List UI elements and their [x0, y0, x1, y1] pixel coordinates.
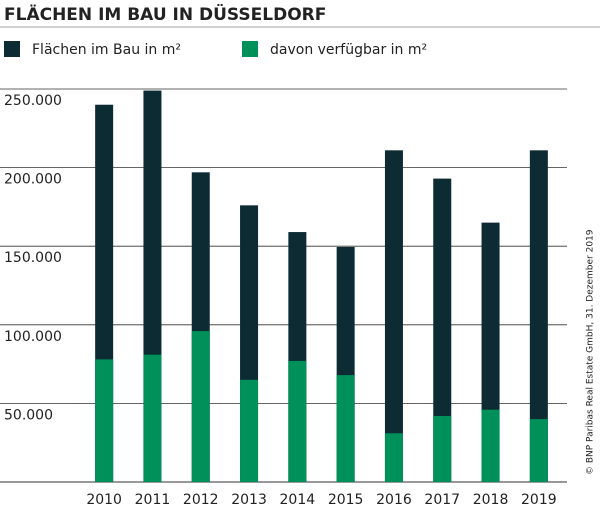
- bar: [384, 150, 403, 483]
- y-tick-label: 100.000: [4, 329, 62, 345]
- x-tick-label: 2011: [135, 492, 171, 508]
- bar: [143, 354, 162, 482]
- bar: [191, 331, 210, 482]
- bar: [529, 150, 548, 483]
- legend-label: davon verfügbar in m²: [270, 42, 427, 58]
- legend-swatch: [242, 41, 258, 57]
- bar: [336, 375, 355, 482]
- y-tick-label: 50.000: [4, 407, 53, 423]
- x-tick-label: 2012: [183, 492, 219, 508]
- bar: [481, 409, 500, 482]
- legend-swatch: [4, 41, 20, 57]
- bar: [433, 178, 452, 482]
- y-tick-label: 150.000: [4, 250, 62, 266]
- x-tick-label: 2015: [328, 492, 364, 508]
- x-tick-label: 2018: [473, 492, 509, 508]
- bar: [529, 419, 548, 482]
- bar: [384, 433, 403, 482]
- x-tick-label: 2019: [521, 492, 557, 508]
- y-tick-label: 250.000: [4, 93, 62, 109]
- y-tick-label: 200.000: [4, 172, 62, 188]
- bar: [95, 359, 114, 482]
- bar: [433, 415, 452, 482]
- legend-label: Flächen im Bau in m²: [32, 42, 181, 58]
- source-note: © BNP Paribas Real Estate GmbH, 31. Deze…: [586, 229, 596, 475]
- bar: [240, 379, 259, 482]
- bar: [288, 360, 307, 482]
- x-tick-label: 2016: [376, 492, 412, 508]
- x-tick-label: 2014: [280, 492, 316, 508]
- x-tick-label: 2010: [86, 492, 122, 508]
- x-tick-label: 2017: [424, 492, 460, 508]
- x-tick-label: 2013: [231, 492, 267, 508]
- chart-title: FLÄCHEN IM BAU IN DÜSSELDORF: [4, 3, 326, 25]
